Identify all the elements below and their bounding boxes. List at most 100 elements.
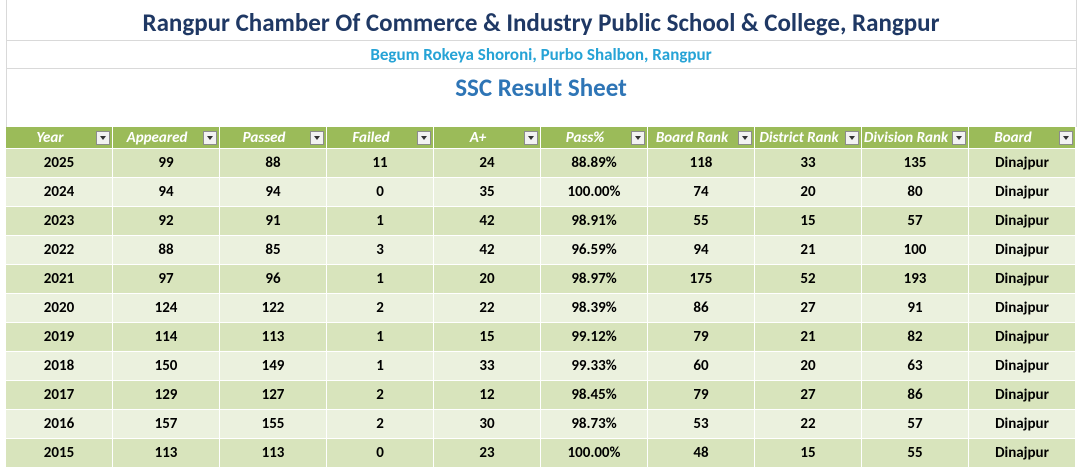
- table-cell: 15: [755, 207, 862, 236]
- table-cell: 135: [862, 149, 969, 178]
- table-cell: 57: [862, 207, 969, 236]
- table-cell: 80: [862, 178, 969, 207]
- table-cell: 99: [113, 149, 220, 178]
- table-cell: 113: [220, 439, 327, 468]
- table-cell: 113: [220, 323, 327, 352]
- table-cell: 63: [862, 352, 969, 381]
- table-cell: 1: [327, 207, 434, 236]
- table-cell: 88: [220, 149, 327, 178]
- table-cell: 82: [862, 323, 969, 352]
- table-cell: 85: [220, 236, 327, 265]
- address: Begum Rokeya Shoroni, Purbo Shalbon, Ran…: [6, 41, 1076, 69]
- table-cell: 2025: [6, 149, 113, 178]
- table-cell: 42: [434, 236, 541, 265]
- table-cell: 15: [755, 439, 862, 468]
- table-cell: 94: [220, 178, 327, 207]
- table-cell: 92: [113, 207, 220, 236]
- table-cell: 100.00%: [541, 439, 648, 468]
- table-cell: 99.12%: [541, 323, 648, 352]
- school-title: Rangpur Chamber Of Commerce & Industry P…: [6, 6, 1076, 41]
- table-cell: 79: [648, 381, 755, 410]
- table-cell: 21: [755, 236, 862, 265]
- table-cell: Dinajpur: [969, 294, 1076, 323]
- table-cell: Dinajpur: [969, 178, 1076, 207]
- table-cell: 15: [434, 323, 541, 352]
- table-cell: 98.45%: [541, 381, 648, 410]
- table-cell: 2: [327, 410, 434, 439]
- table-cell: 55: [862, 439, 969, 468]
- table-cell: 27: [755, 294, 862, 323]
- table-cell: 155: [220, 410, 327, 439]
- table-cell: 157: [113, 410, 220, 439]
- table-cell: 124: [113, 294, 220, 323]
- column-header: Passed: [220, 127, 327, 149]
- sheet-title: SSC Result Sheet: [455, 72, 627, 103]
- table-cell: 98.39%: [541, 294, 648, 323]
- table-cell: 2020: [6, 294, 113, 323]
- table-cell: 57: [862, 410, 969, 439]
- table-cell: 94: [113, 178, 220, 207]
- table-cell: 86: [648, 294, 755, 323]
- table-cell: 175: [648, 265, 755, 294]
- column-header: Appeared: [113, 127, 220, 149]
- table-cell: 12: [434, 381, 541, 410]
- table-cell: 3: [327, 236, 434, 265]
- column-header: District Rank: [755, 127, 862, 149]
- table-cell: 1: [327, 265, 434, 294]
- table-cell: 86: [862, 381, 969, 410]
- filter-button[interactable]: [631, 131, 645, 145]
- column-header: Board Rank: [648, 127, 755, 149]
- table-cell: 98.91%: [541, 207, 648, 236]
- filter-button[interactable]: [203, 131, 217, 145]
- column-header: Failed: [327, 127, 434, 149]
- table-cell: Dinajpur: [969, 410, 1076, 439]
- table-cell: Dinajpur: [969, 381, 1076, 410]
- table-cell: 129: [113, 381, 220, 410]
- table-cell: 2018: [6, 352, 113, 381]
- table-cell: 42: [434, 207, 541, 236]
- filter-button[interactable]: [845, 131, 859, 145]
- table-cell: 91: [220, 207, 327, 236]
- table-cell: 2024: [6, 178, 113, 207]
- filter-button[interactable]: [417, 131, 431, 145]
- table-cell: 79: [648, 323, 755, 352]
- filter-button[interactable]: [524, 131, 538, 145]
- table-cell: 48: [648, 439, 755, 468]
- gridline: [6, 0, 7, 127]
- table-cell: 55: [648, 207, 755, 236]
- table-cell: 100.00%: [541, 178, 648, 207]
- filter-button[interactable]: [310, 131, 324, 145]
- table-cell: 0: [327, 439, 434, 468]
- table-cell: 99.33%: [541, 352, 648, 381]
- table-cell: 22: [434, 294, 541, 323]
- table-cell: 2017: [6, 381, 113, 410]
- table-cell: Dinajpur: [969, 265, 1076, 294]
- table-cell: Dinajpur: [969, 439, 1076, 468]
- table-cell: 2023: [6, 207, 113, 236]
- table-cell: 118: [648, 149, 755, 178]
- table-cell: Dinajpur: [969, 323, 1076, 352]
- table-cell: 96: [220, 265, 327, 294]
- filter-button[interactable]: [738, 131, 752, 145]
- table-cell: 122: [220, 294, 327, 323]
- table-cell: 2022: [6, 236, 113, 265]
- table-cell: 2016: [6, 410, 113, 439]
- table-cell: 88.89%: [541, 149, 648, 178]
- table-cell: 94: [648, 236, 755, 265]
- table-cell: 96.59%: [541, 236, 648, 265]
- column-header: Pass%: [541, 127, 648, 149]
- table-cell: Dinajpur: [969, 207, 1076, 236]
- table-cell: 127: [220, 381, 327, 410]
- table-cell: 114: [113, 323, 220, 352]
- table-cell: 20: [755, 178, 862, 207]
- table-cell: 20: [434, 265, 541, 294]
- filter-button[interactable]: [96, 131, 110, 145]
- filter-button[interactable]: [1059, 131, 1073, 145]
- filter-button[interactable]: [952, 131, 966, 145]
- column-header: Year: [6, 127, 113, 149]
- table-cell: 30: [434, 410, 541, 439]
- table-cell: 33: [434, 352, 541, 381]
- table-cell: Dinajpur: [969, 352, 1076, 381]
- table-cell: 193: [862, 265, 969, 294]
